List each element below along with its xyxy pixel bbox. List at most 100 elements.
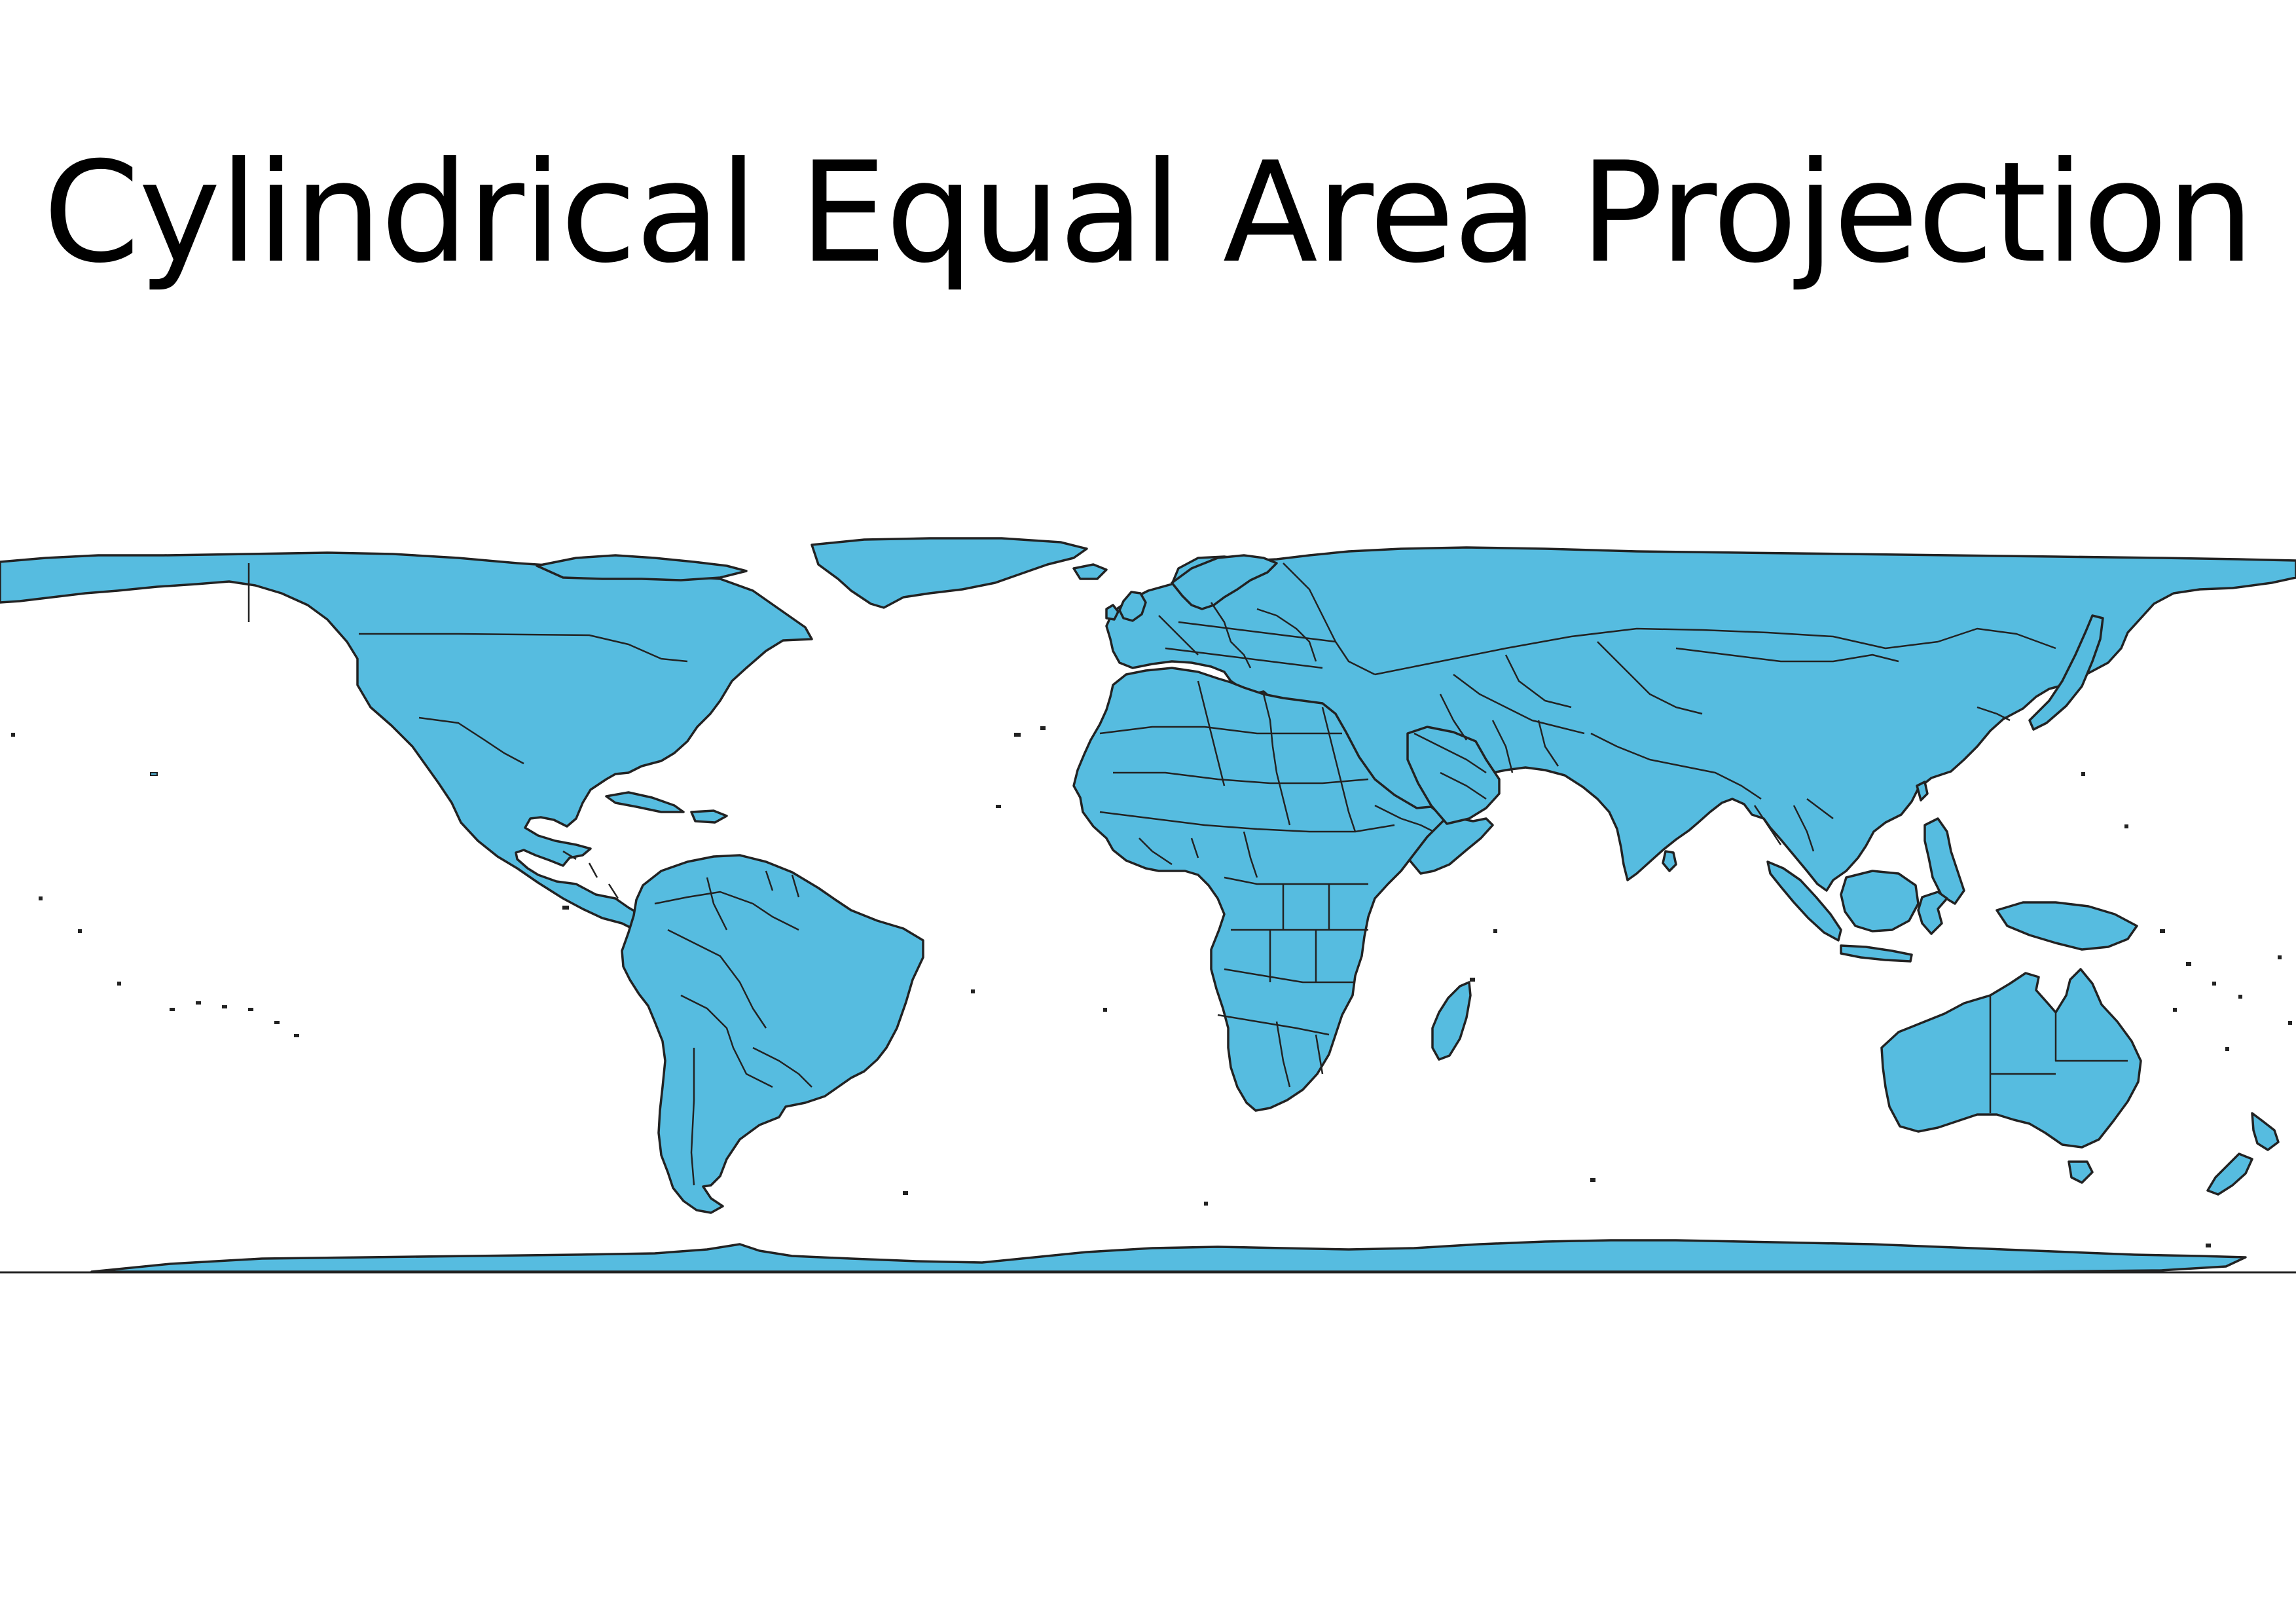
border-arabia <box>1413 732 1487 800</box>
landmass-sri-lanka <box>1662 850 1677 872</box>
islet <box>971 989 975 993</box>
landmass-new-zealand-north <box>2251 1112 2280 1151</box>
islet <box>2278 955 2282 959</box>
landmass-philippines <box>1923 817 1965 905</box>
islet <box>248 1008 253 1011</box>
islet <box>170 1008 175 1011</box>
border-africa-13 <box>1275 1021 1324 1088</box>
islet <box>222 1005 227 1008</box>
border-australia-2 <box>2054 1012 2128 1062</box>
islet <box>117 982 121 986</box>
islet <box>2160 929 2165 933</box>
islet <box>996 805 1001 808</box>
landmass-hispaniola <box>690 809 728 824</box>
border-africa-4 <box>1197 680 1226 786</box>
border-se-asia <box>1753 798 1834 852</box>
landmass-new-guinea <box>1995 901 2138 951</box>
islet <box>1493 929 1497 933</box>
islet <box>2238 995 2242 999</box>
border-central-asia <box>1453 654 1585 735</box>
islet <box>39 896 43 900</box>
landmass-antarctica <box>90 1239 2247 1273</box>
border-korea <box>1977 706 2011 722</box>
map-title: Cylindrical Equal Area Projection <box>43 132 2255 293</box>
landmass-africa <box>1072 667 1447 1112</box>
landmass-japan <box>2028 614 2104 731</box>
islet <box>2225 1047 2229 1051</box>
islet <box>2186 962 2191 966</box>
islet <box>2212 982 2216 986</box>
landmass-australia <box>1880 968 2142 1149</box>
landmass-ireland <box>1105 604 1120 621</box>
landmass-scandinavia <box>1171 554 1278 610</box>
border-russia-south <box>1374 627 2056 676</box>
landmass-java <box>1840 944 1913 963</box>
border-europe-1 <box>1158 615 1199 655</box>
landmass-south-america <box>621 854 924 1214</box>
border-usa-mexico <box>418 716 524 765</box>
border-africa-10 <box>1224 968 1355 984</box>
islet <box>196 1001 201 1005</box>
border-sa-3 <box>706 870 800 931</box>
border-central-america <box>562 850 619 899</box>
islet <box>2206 1244 2211 1247</box>
landmass-sumatra <box>1766 860 1842 942</box>
islet <box>1470 978 1475 982</box>
landmass-cuba <box>605 791 685 813</box>
landmass-north-america <box>0 551 813 934</box>
islet <box>1040 726 1046 730</box>
border-india-china <box>1590 732 1762 800</box>
landmass-new-zealand-south <box>2206 1153 2253 1196</box>
landmass-madagascar <box>1431 981 1472 1061</box>
landmass-greenland <box>811 537 1088 609</box>
landmass-sulawesi <box>1917 891 1948 935</box>
border-sa-6 <box>752 1046 812 1088</box>
border-africa-2 <box>1113 771 1369 784</box>
landmass-arctic-islands <box>536 554 748 581</box>
islet <box>903 1191 908 1195</box>
border-sa-1 <box>654 891 799 931</box>
landmass-great-britain <box>1118 591 1147 622</box>
border-africa-8 <box>1224 876 1368 885</box>
border-sa-5 <box>690 1048 695 1186</box>
border-horn-africa <box>1374 804 1434 833</box>
border-africa-6 <box>1321 707 1357 832</box>
islet <box>294 1034 299 1037</box>
border-africa-1 <box>1099 726 1342 735</box>
border-africa-5 <box>1262 693 1291 826</box>
border-sa-4 <box>680 994 773 1088</box>
country-borders <box>247 563 2128 1186</box>
land-layer <box>0 537 2296 1273</box>
landmass-tasmania <box>2068 1160 2094 1184</box>
islet <box>1103 1008 1107 1012</box>
islet <box>2124 824 2128 828</box>
border-china-mongolia <box>1675 647 1899 663</box>
islet <box>2173 1008 2177 1012</box>
islet <box>2081 772 2085 776</box>
islet <box>274 1021 280 1024</box>
border-africa-12 <box>1269 884 1330 982</box>
border-canada-usa <box>359 633 688 663</box>
border-russia-west <box>1283 563 1376 676</box>
islet <box>150 772 158 776</box>
border-kazakhstan-china <box>1597 641 1703 715</box>
islet <box>11 733 15 737</box>
landmass-arabia <box>1406 726 1501 825</box>
border-africa-7 <box>1139 831 1258 878</box>
landmass-borneo <box>1840 870 1920 932</box>
border-europe-5 <box>1165 647 1323 669</box>
islet <box>1014 733 1021 737</box>
islet-layer <box>11 726 2292 1247</box>
border-europe-4 <box>1178 621 1336 643</box>
islet <box>2288 1021 2292 1025</box>
islet <box>1590 1178 1595 1182</box>
islet <box>78 929 82 933</box>
border-middle-east <box>1439 693 1559 773</box>
landmass-taiwan <box>1916 781 1929 802</box>
landmass-iceland <box>1072 563 1108 580</box>
islet <box>1204 1202 1208 1206</box>
islet <box>562 906 569 910</box>
border-sa-2 <box>667 929 767 1029</box>
border-europe-3 <box>1256 608 1317 662</box>
